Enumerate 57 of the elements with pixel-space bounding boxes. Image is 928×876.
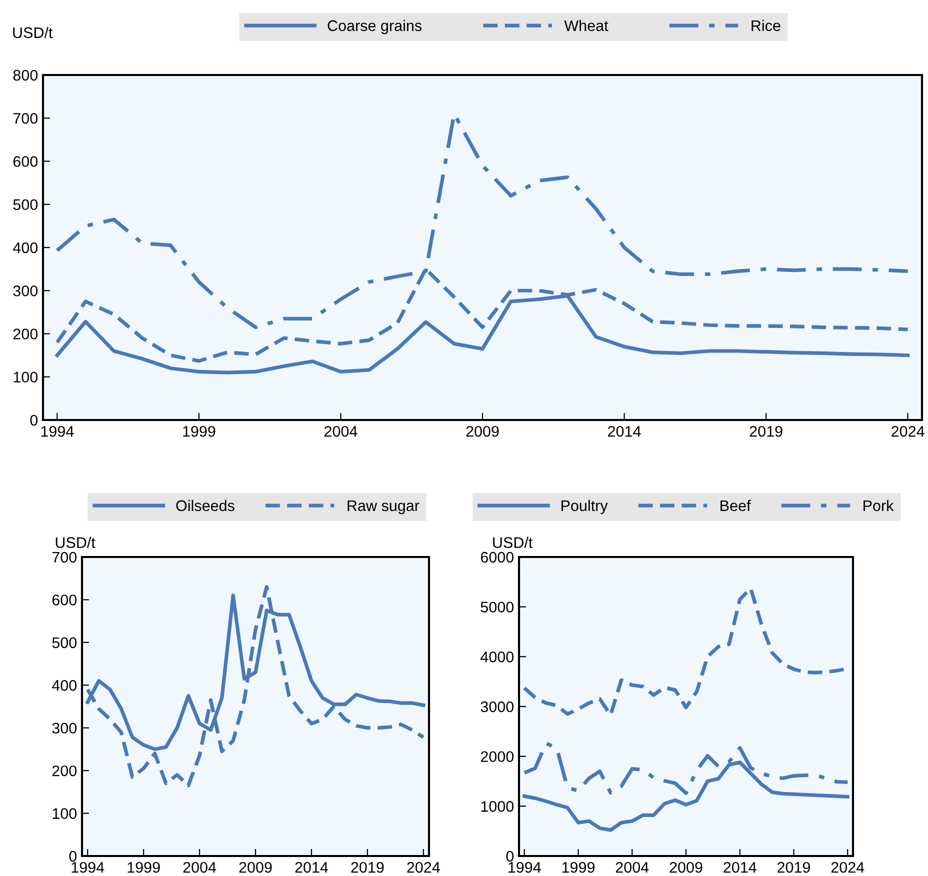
x-tick-label: 2009 xyxy=(239,862,272,873)
legend-label: Coarse grains xyxy=(328,20,422,34)
y-tick-label: 0 xyxy=(30,414,38,426)
y-axis-title: USD/t xyxy=(13,26,53,38)
y-tick-label: 0 xyxy=(506,850,514,862)
y-tick-label: 6000 xyxy=(480,552,514,563)
x-tick-label: 2009 xyxy=(466,426,499,437)
x-tick-label: 2014 xyxy=(724,862,756,873)
legend-label: Raw sugar xyxy=(348,500,420,514)
legend-label: Beef xyxy=(720,500,751,512)
y-tick-label: 100 xyxy=(52,808,77,819)
legend-label: Oilseeds xyxy=(176,500,234,512)
legend-label: Poultry xyxy=(562,500,608,514)
y-tick-label: 0 xyxy=(69,850,77,862)
y-axis-title: USD/t xyxy=(493,536,533,548)
x-tick-label: 1999 xyxy=(183,426,216,437)
x-tick-label: 2004 xyxy=(183,862,216,873)
x-tick-label: 2024 xyxy=(831,862,864,873)
x-tick-label: 1999 xyxy=(562,862,595,873)
y-tick-label: 600 xyxy=(52,594,77,606)
x-tick-label: 2014 xyxy=(295,862,328,873)
y-tick-label: 600 xyxy=(13,156,38,167)
y-tick-label: 700 xyxy=(52,552,77,563)
legend-label: Rice xyxy=(752,20,780,32)
y-tick-label: 5000 xyxy=(480,602,514,613)
x-tick-label: 1994 xyxy=(41,426,74,437)
x-tick-label: 2014 xyxy=(608,426,641,437)
y-tick-label: 700 xyxy=(13,112,38,124)
y-tick-label: 3000 xyxy=(480,701,514,712)
y-tick-label: 300 xyxy=(13,285,38,296)
y-tick-label: 200 xyxy=(52,765,77,776)
x-tick-label: 1999 xyxy=(128,862,160,873)
y-tick-label: 200 xyxy=(13,328,38,340)
y-tick-label: 300 xyxy=(52,722,77,734)
y-tick-label: 400 xyxy=(52,680,77,691)
x-tick-label: 1994 xyxy=(508,862,541,873)
y-tick-label: 800 xyxy=(13,70,38,81)
y-tick-label: 100 xyxy=(14,372,38,383)
y-axis-title: USD/t xyxy=(56,536,96,548)
x-tick-label: 2019 xyxy=(750,426,782,437)
y-tick-label: 400 xyxy=(13,242,38,254)
x-tick-label: 2004 xyxy=(616,862,649,873)
y-tick-label: 4000 xyxy=(480,652,514,662)
x-tick-label: 2019 xyxy=(351,862,384,873)
line-series xyxy=(86,585,426,788)
x-tick-label: 2009 xyxy=(670,862,702,873)
x-tick-label: 2004 xyxy=(324,426,358,437)
y-tick-label: 2000 xyxy=(480,751,514,762)
legend-label: Pork xyxy=(864,500,894,512)
y-tick-label: 500 xyxy=(13,199,38,210)
x-tick-label: 2019 xyxy=(778,862,810,873)
x-tick-label: 2024 xyxy=(407,862,440,873)
legend-label: Wheat xyxy=(564,20,608,32)
x-tick-label: 1994 xyxy=(72,862,104,873)
y-tick-label: 500 xyxy=(52,637,77,648)
y-tick-label: 1000 xyxy=(481,801,514,812)
x-tick-label: 2024 xyxy=(892,426,924,437)
